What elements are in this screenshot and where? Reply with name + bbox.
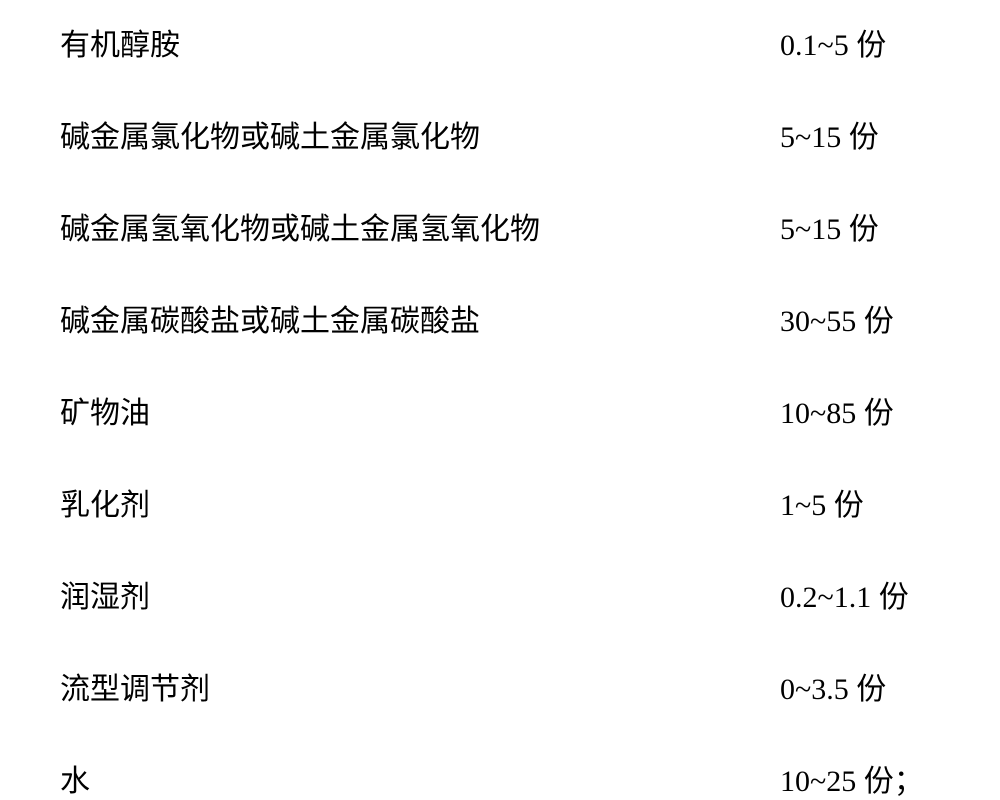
ingredient-amount: 5~15 份: [780, 204, 940, 248]
ingredient-name: 流型调节剂: [60, 664, 210, 708]
ingredient-amount: 30~55 份: [780, 296, 940, 340]
ingredient-row: 水 10~25 份；: [60, 756, 940, 800]
ingredient-amount: 0~3.5 份: [780, 664, 940, 708]
ingredient-name: 碱金属氯化物或碱土金属氯化物: [60, 112, 480, 156]
ingredient-name: 有机醇胺: [60, 20, 180, 64]
ingredient-row: 碱金属碳酸盐或碱土金属碳酸盐 30~55 份: [60, 296, 940, 340]
ingredient-row: 碱金属氢氧化物或碱土金属氢氧化物 5~15 份: [60, 204, 940, 248]
ingredient-name: 润湿剂: [60, 572, 150, 616]
ingredient-amount: 5~15 份: [780, 112, 940, 156]
ingredient-list: 有机醇胺 0.1~5 份 碱金属氯化物或碱土金属氯化物 5~15 份 碱金属氢氧…: [60, 20, 940, 800]
ingredient-name: 碱金属碳酸盐或碱土金属碳酸盐: [60, 296, 480, 340]
ingredient-name: 碱金属氢氧化物或碱土金属氢氧化物: [60, 204, 540, 248]
ingredient-amount: 10~85 份: [780, 388, 940, 432]
ingredient-name: 乳化剂: [60, 480, 150, 524]
ingredient-row: 流型调节剂 0~3.5 份: [60, 664, 940, 708]
ingredient-row: 乳化剂 1~5 份: [60, 480, 940, 524]
ingredient-amount: 10~25 份；: [780, 756, 940, 800]
ingredient-name: 水: [60, 756, 90, 800]
ingredient-row: 碱金属氯化物或碱土金属氯化物 5~15 份: [60, 112, 940, 156]
ingredient-name: 矿物油: [60, 388, 150, 432]
ingredient-amount: 1~5 份: [780, 480, 940, 524]
ingredient-row: 润湿剂 0.2~1.1 份: [60, 572, 940, 616]
ingredient-amount: 0.1~5 份: [780, 20, 940, 64]
ingredient-row: 矿物油 10~85 份: [60, 388, 940, 432]
ingredient-row: 有机醇胺 0.1~5 份: [60, 20, 940, 64]
ingredient-amount: 0.2~1.1 份: [780, 572, 940, 616]
